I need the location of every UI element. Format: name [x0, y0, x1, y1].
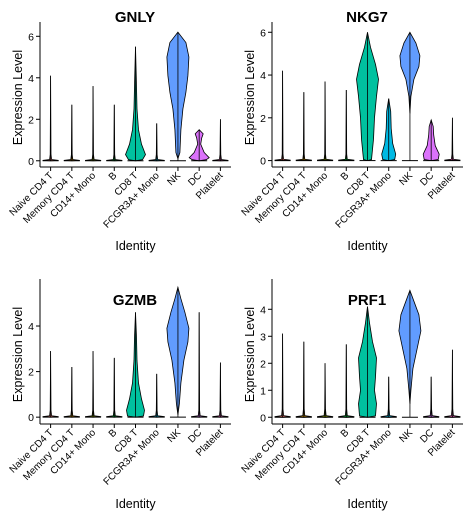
- y-tick-label: 0: [28, 412, 34, 424]
- x-axis-label: Identity: [347, 497, 388, 511]
- x-tick-label-nk: NK: [165, 427, 183, 445]
- chart-title: GZMB: [113, 292, 157, 309]
- x-axis-label: Identity: [115, 497, 156, 511]
- x-tick-label-b: B: [107, 427, 120, 440]
- x-tick-label-nk: NK: [165, 170, 183, 188]
- y-tick-label: 1: [260, 385, 266, 397]
- y-axis-label: Expression Level: [11, 50, 25, 145]
- y-tick-label: 2: [260, 113, 266, 125]
- x-tick-label-nk: NK: [397, 170, 415, 188]
- y-tick-label: 2: [28, 114, 34, 126]
- y-axis-label: Expression Level: [11, 307, 25, 402]
- y-tick-label: 3: [260, 331, 266, 343]
- y-tick-label: 2: [28, 367, 34, 379]
- y-tick-label: 2: [260, 358, 266, 370]
- chart-title: GNLY: [115, 9, 155, 26]
- y-tick-label: 0: [260, 156, 266, 168]
- chart-title: NKG7: [346, 9, 388, 26]
- y-tick-label: 0: [260, 412, 266, 424]
- x-axis-label: Identity: [347, 239, 388, 253]
- y-axis-label: Expression Level: [243, 50, 257, 145]
- y-tick-label: 4: [260, 70, 266, 82]
- y-tick-label: 0: [28, 156, 34, 168]
- y-tick-label: 4: [28, 321, 34, 333]
- y-axis-label: Expression Level: [243, 307, 257, 402]
- x-tick-label-b: B: [339, 427, 352, 440]
- chart-title: PRF1: [348, 292, 386, 309]
- y-tick-label: 4: [28, 73, 34, 85]
- x-axis-label: Identity: [115, 239, 156, 253]
- x-tick-label-b: B: [107, 170, 120, 183]
- x-tick-label-b: B: [339, 170, 352, 183]
- y-tick-label: 4: [260, 304, 266, 316]
- x-tick-label-nk: NK: [397, 427, 415, 445]
- y-tick-label: 6: [260, 27, 266, 39]
- y-tick-label: 6: [28, 31, 34, 43]
